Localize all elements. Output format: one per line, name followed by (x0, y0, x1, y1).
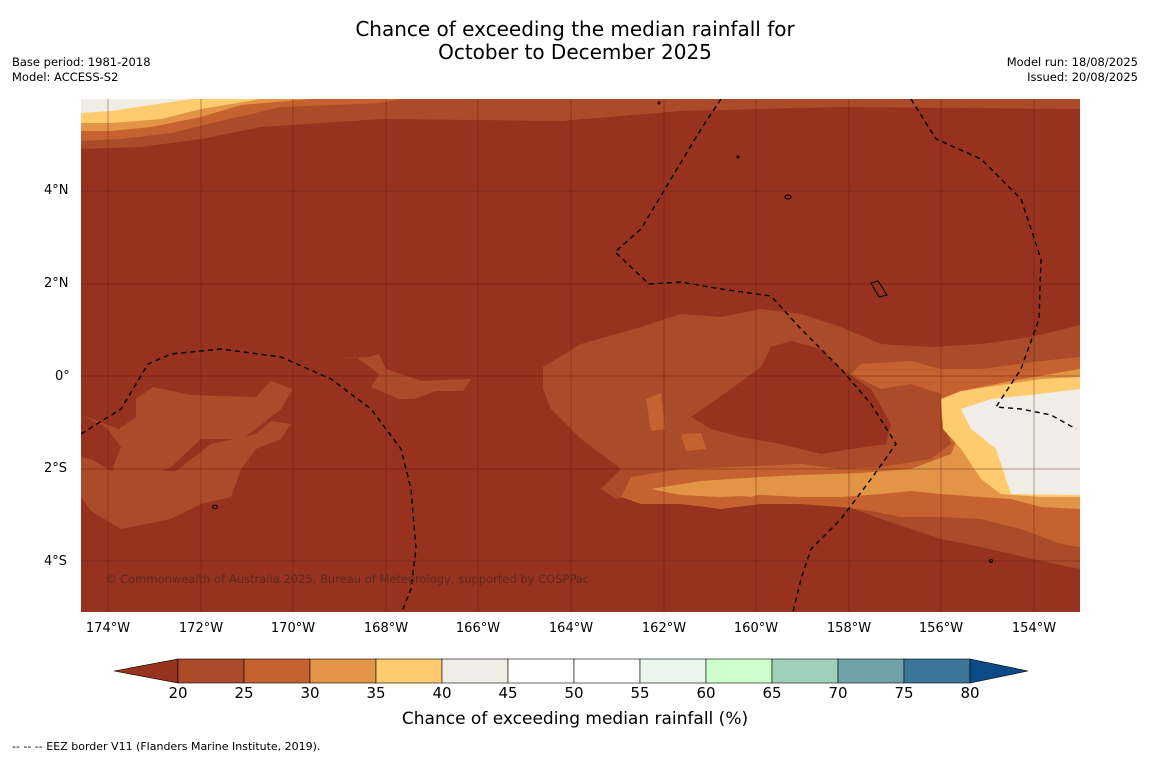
copyright-text: © Commonwealth of Australia 2025, Bureau… (105, 572, 590, 586)
lon-label-174w: 174°W (85, 621, 131, 636)
colorbar-tick-label: 45 (498, 684, 518, 702)
colorbar-extend-high (969, 658, 1029, 684)
rainfall-map (81, 99, 1080, 612)
eez-footnote: -- -- -- EEZ border V11 (Flanders Marine… (12, 740, 321, 753)
colorbar-tick-label: 75 (894, 684, 914, 702)
region-below-20-east-island (691, 341, 891, 454)
colorbar-tick-label: 60 (696, 684, 716, 702)
colorbar-segment-75-80 (903, 658, 971, 684)
lon-label-158w: 158°W (826, 621, 872, 636)
colorbar-tick-label: 35 (366, 684, 386, 702)
lon-label-164w: 164°W (548, 621, 594, 636)
lon-label-156w: 156°W (918, 621, 964, 636)
region-20-25-west-b (81, 421, 291, 529)
colorbar-tick-label: 65 (762, 684, 782, 702)
graticule (81, 99, 1080, 612)
model-run-text: Model run: 18/08/2025 (1006, 55, 1138, 69)
eez-borders (81, 99, 1077, 612)
patch-30-35-a (721, 485, 771, 497)
colorbar-segment-55-60 (639, 658, 707, 684)
lon-label-168w: 168°W (363, 621, 409, 636)
lat-label-0: 0° (55, 369, 70, 384)
lon-label-166w: 166°W (455, 621, 501, 636)
islands (212, 101, 993, 563)
region-20-25-central (339, 354, 471, 399)
colorbar-extend-low (113, 658, 179, 684)
lon-label-172w: 172°W (178, 621, 224, 636)
colorbar-tick-label: 70 (828, 684, 848, 702)
region-40-45-north (81, 99, 191, 113)
map-title: Chance of exceeding the median rainfall … (0, 18, 1150, 64)
patch-25-30-a (646, 393, 665, 431)
colorbar-tick-label: 40 (432, 684, 452, 702)
lon-label-170w: 170°W (270, 621, 316, 636)
meta-left: Base period: 1981-2018 Model: ACCESS-S2 (12, 55, 151, 85)
lon-label-162w: 162°W (641, 621, 687, 636)
colorbar-title: Chance of exceeding median rainfall (%) (401, 709, 749, 729)
colorbar-tick-label: 55 (630, 684, 650, 702)
colorbar-tick-label: 30 (300, 684, 320, 702)
lat-label-2s: 2°S (44, 461, 68, 476)
colorbar-segment-35-40 (375, 658, 443, 684)
colorbar-segment-25-30 (243, 658, 311, 684)
lon-label-154w: 154°W (1011, 621, 1057, 636)
colorbar-tick-label: 20 (168, 684, 188, 702)
lat-label-2n: 2°N (44, 276, 69, 291)
colorbar-tick-label: 80 (960, 684, 980, 702)
lat-label-4s: 4°S (44, 554, 68, 569)
base-period-text: Base period: 1981-2018 (12, 55, 151, 69)
region-20-25-west-a (81, 381, 293, 489)
patch-25-30-c (681, 433, 706, 451)
colorbar-tick-label: 25 (234, 684, 254, 702)
colorbar-segment-45-50 (507, 658, 575, 684)
colorbar-segment-50-55 (573, 658, 641, 684)
region-20-25-north (81, 99, 1080, 149)
colorbar-segment-40-45 (441, 658, 509, 684)
region-40-45-east (961, 389, 1080, 495)
colorbar-segment-30-35 (309, 658, 377, 684)
colorbar-segment-65-70 (771, 658, 839, 684)
map-title-line2: October to December 2025 (438, 40, 712, 64)
lon-label-160w: 160°W (733, 621, 779, 636)
issued-text: Issued: 20/08/2025 (1027, 70, 1138, 84)
map-title-line1: Chance of exceeding the median rainfall … (355, 17, 795, 41)
lat-label-4n: 4°N (44, 183, 69, 198)
colorbar-segment-60-65 (705, 658, 773, 684)
colorbar (113, 658, 1029, 684)
meta-right: Model run: 18/08/2025 Issued: 20/08/2025 (1007, 55, 1138, 85)
model-text: Model: ACCESS-S2 (12, 70, 119, 84)
map-panel (81, 99, 1080, 612)
colorbar-segment-70-75 (837, 658, 905, 684)
colorbar-segment-20-25 (177, 658, 245, 684)
colorbar-tick-label: 50 (564, 684, 584, 702)
